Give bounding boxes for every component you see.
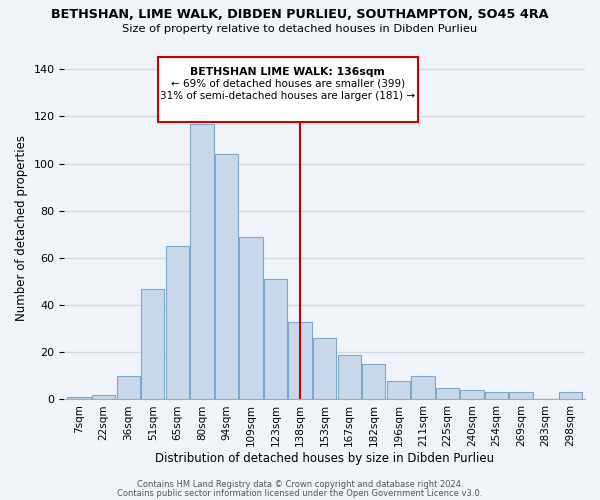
Bar — [411, 376, 434, 400]
Bar — [289, 322, 312, 400]
Text: Contains HM Land Registry data © Crown copyright and database right 2024.: Contains HM Land Registry data © Crown c… — [137, 480, 463, 489]
Bar — [116, 376, 140, 400]
Bar — [338, 354, 361, 400]
Bar — [559, 392, 582, 400]
Bar — [436, 388, 459, 400]
Bar — [509, 392, 533, 400]
Bar — [215, 154, 238, 400]
Bar — [460, 390, 484, 400]
Bar — [92, 394, 115, 400]
Bar — [141, 288, 164, 400]
Bar — [239, 236, 263, 400]
Text: BETHSHAN, LIME WALK, DIBDEN PURLIEU, SOUTHAMPTON, SO45 4RA: BETHSHAN, LIME WALK, DIBDEN PURLIEU, SOU… — [51, 8, 549, 20]
Y-axis label: Number of detached properties: Number of detached properties — [15, 136, 28, 322]
Text: BETHSHAN LIME WALK: 136sqm: BETHSHAN LIME WALK: 136sqm — [190, 67, 385, 77]
X-axis label: Distribution of detached houses by size in Dibden Purlieu: Distribution of detached houses by size … — [155, 452, 494, 465]
Bar — [387, 380, 410, 400]
FancyBboxPatch shape — [158, 57, 418, 122]
Text: Size of property relative to detached houses in Dibden Purlieu: Size of property relative to detached ho… — [122, 24, 478, 34]
Text: ← 69% of detached houses are smaller (399): ← 69% of detached houses are smaller (39… — [171, 78, 405, 88]
Bar — [485, 392, 508, 400]
Bar — [362, 364, 385, 400]
Bar — [313, 338, 337, 400]
Bar — [190, 124, 214, 400]
Text: Contains public sector information licensed under the Open Government Licence v3: Contains public sector information licen… — [118, 488, 482, 498]
Bar — [264, 279, 287, 400]
Bar — [166, 246, 189, 400]
Bar — [67, 397, 91, 400]
Text: 31% of semi-detached houses are larger (181) →: 31% of semi-detached houses are larger (… — [160, 90, 415, 101]
